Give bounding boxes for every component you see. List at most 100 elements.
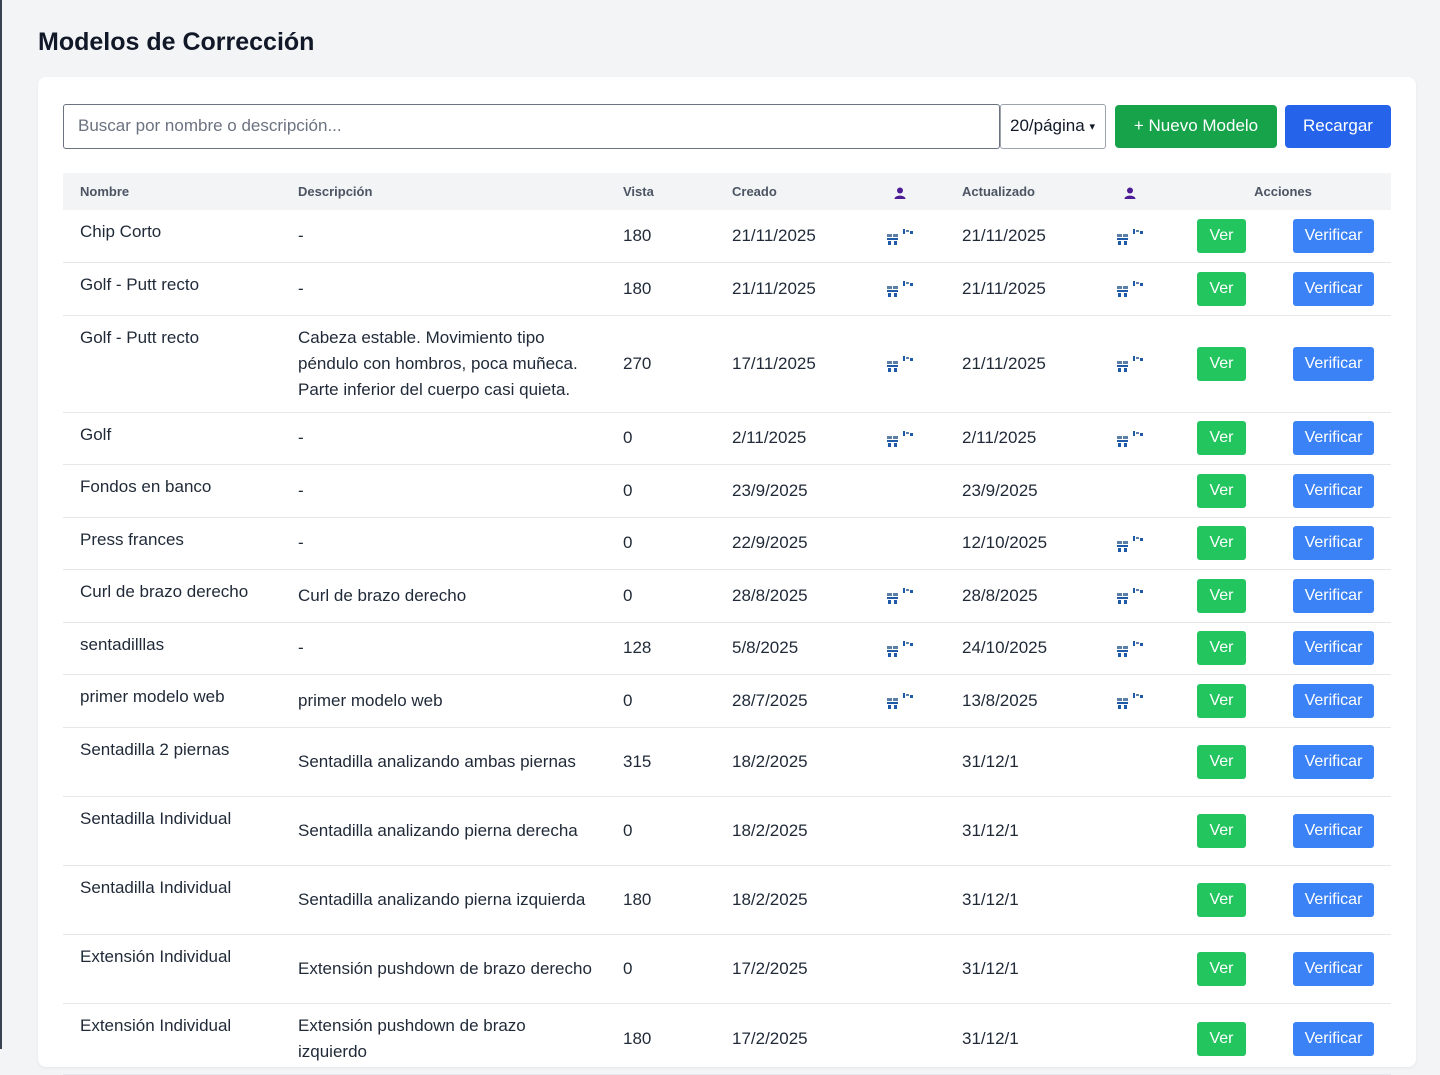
verify-button[interactable]: Verificar	[1293, 683, 1374, 718]
reload-button[interactable]: Recargar	[1285, 104, 1391, 148]
updated-by-cell	[1085, 570, 1175, 623]
updated-by-cell	[1085, 622, 1175, 675]
view-button[interactable]: Ver	[1197, 219, 1246, 253]
model-view: 315	[623, 751, 652, 771]
model-updated: 21/11/2025	[962, 278, 1046, 298]
updated-by-cell	[1085, 465, 1175, 518]
header-name: Nombre	[80, 184, 130, 199]
view-button[interactable]: Ver	[1197, 473, 1246, 508]
model-name: Chip Corto	[80, 222, 162, 241]
actions-group: Ver Verificar	[1175, 526, 1391, 561]
model-view: 180	[623, 1028, 652, 1048]
view-button[interactable]: Ver	[1197, 346, 1246, 381]
view-button[interactable]: Ver	[1197, 683, 1246, 718]
model-description: -	[298, 278, 304, 298]
model-created: 21/11/2025	[732, 278, 816, 298]
table-row: Sentadilla Individual Sentadilla analiza…	[63, 865, 1391, 934]
model-updated: 2/11/2025	[962, 428, 1037, 448]
view-button[interactable]: Ver	[1197, 1021, 1246, 1056]
created-by-cell	[855, 727, 945, 796]
model-description: Extensión pushdown de brazo izquierdo	[298, 1015, 526, 1061]
created-by-cell	[855, 570, 945, 623]
view-button[interactable]: Ver	[1197, 882, 1246, 917]
table-row: Extensión Individual Extensión pushdown …	[63, 934, 1391, 1003]
row-actions: Ver Verificar	[1175, 570, 1391, 623]
model-name: Golf - Putt recto	[80, 275, 200, 294]
model-created: 17/11/2025	[732, 353, 816, 373]
verify-button[interactable]: Verificar	[1293, 473, 1374, 508]
table-body: Chip Corto - 180 21/11/2025 21/11/2025 V…	[63, 210, 1391, 1074]
view-button[interactable]: Ver	[1197, 271, 1246, 306]
new-model-button[interactable]: + Nuevo Modelo	[1115, 104, 1277, 148]
verify-button[interactable]: Verificar	[1293, 882, 1374, 917]
verify-button[interactable]: Verificar	[1293, 219, 1374, 253]
country-flag-icon	[887, 281, 913, 298]
actions-group: Ver Verificar	[1175, 744, 1391, 779]
verify-button[interactable]: Verificar	[1293, 744, 1374, 779]
actions-group: Ver Verificar	[1175, 271, 1391, 306]
chevron-down-icon: ▾	[1089, 120, 1095, 133]
page-size-select[interactable]: 20/página ▾	[1000, 103, 1106, 149]
page-size-value: 20/página	[1010, 116, 1085, 135]
updated-by-cell	[1085, 934, 1175, 1003]
table-row: Sentadilla 2 piernas Sentadilla analizan…	[63, 727, 1391, 796]
model-name: Golf	[80, 424, 112, 444]
page-title: Modelos de Corrección	[38, 28, 315, 56]
verify-button[interactable]: Verificar	[1293, 271, 1374, 306]
table-row: Extensión Individual Extensión pushdown …	[63, 1003, 1391, 1074]
verify-button[interactable]: Verificar	[1293, 421, 1374, 456]
actions-group: Ver Verificar	[1175, 473, 1391, 508]
model-created: 21/11/2025	[732, 226, 816, 245]
view-button[interactable]: Ver	[1197, 951, 1246, 986]
model-created: 23/9/2025	[732, 480, 808, 500]
view-button[interactable]: Ver	[1197, 631, 1246, 666]
model-updated: 31/12/1	[962, 1028, 1019, 1048]
model-description: -	[298, 533, 304, 553]
view-button[interactable]: Ver	[1197, 578, 1246, 613]
row-actions: Ver Verificar	[1175, 517, 1391, 570]
created-by-cell	[855, 622, 945, 675]
model-description: -	[298, 638, 304, 658]
verify-button[interactable]: Verificar	[1293, 631, 1374, 666]
model-created: 28/8/2025	[732, 585, 808, 605]
created-by-cell	[855, 675, 945, 728]
view-button[interactable]: Ver	[1197, 421, 1246, 456]
model-name: Golf - Putt recto	[80, 327, 200, 347]
country-flag-icon	[1117, 693, 1143, 710]
model-name: Extensión Individual	[80, 946, 232, 966]
verify-button[interactable]: Verificar	[1293, 578, 1374, 613]
table-row: sentadilllas - 128 5/8/2025 24/10/2025 V…	[63, 622, 1391, 675]
model-created: 17/2/2025	[732, 1028, 808, 1048]
model-updated: 13/8/2025	[962, 690, 1038, 710]
search-input[interactable]	[63, 103, 1000, 149]
actions-group: Ver Verificar	[1175, 578, 1391, 613]
verify-button[interactable]: Verificar	[1293, 951, 1374, 986]
table-row: Sentadilla Individual Sentadilla analiza…	[63, 796, 1391, 865]
created-by-cell	[855, 315, 945, 412]
verify-button[interactable]: Verificar	[1293, 813, 1374, 848]
table-row: Golf - Putt recto Cabeza estable. Movimi…	[63, 315, 1391, 412]
model-description: Curl de brazo derecho	[298, 585, 467, 605]
model-view: 0	[623, 428, 633, 448]
country-flag-icon	[1117, 588, 1143, 605]
updated-by-cell	[1085, 412, 1175, 465]
verify-button[interactable]: Verificar	[1293, 346, 1374, 381]
country-flag-icon	[887, 640, 913, 657]
table-row: Press frances - 0 22/9/2025 12/10/2025 V…	[63, 517, 1391, 570]
verify-button[interactable]: Verificar	[1293, 526, 1374, 561]
country-flag-icon	[1117, 356, 1143, 373]
created-by-cell	[855, 934, 945, 1003]
updated-by-cell	[1085, 865, 1175, 934]
model-description: Sentadilla analizando pierna izquierda	[298, 889, 586, 909]
view-button[interactable]: Ver	[1197, 744, 1246, 779]
created-by-cell	[855, 412, 945, 465]
country-flag-icon	[1117, 535, 1143, 552]
actions-group: Ver Verificar	[1175, 346, 1391, 381]
model-updated: 21/11/2025	[962, 226, 1046, 245]
verify-button[interactable]: Verificar	[1293, 1021, 1374, 1056]
person-icon	[894, 187, 906, 199]
model-description: Extensión pushdown de brazo derecho	[298, 958, 592, 978]
view-button[interactable]: Ver	[1197, 526, 1246, 561]
view-button[interactable]: Ver	[1197, 813, 1246, 848]
actions-group: Ver Verificar	[1175, 219, 1391, 253]
